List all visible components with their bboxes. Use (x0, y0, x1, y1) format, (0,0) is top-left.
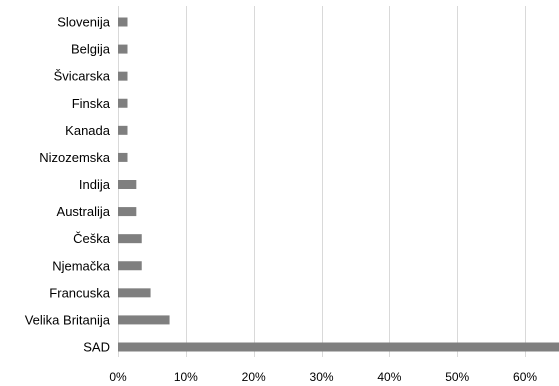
bar-2 (118, 44, 128, 54)
category-labels: Slovenija Belgija Švicarska Finska Kanada Niz… (25, 15, 111, 355)
category-label: Njemačka (52, 258, 111, 273)
category-label: Belgija (71, 42, 111, 57)
category-label: Finska (72, 96, 111, 111)
bar-10 (118, 261, 142, 271)
category-label: Australija (57, 204, 111, 219)
bar-1 (118, 17, 128, 27)
bar-12 (118, 315, 170, 325)
category-label: Češka (73, 231, 111, 246)
bar-6 (118, 152, 128, 162)
category-label: Švicarska (54, 69, 111, 84)
bars (118, 17, 559, 352)
bar-7 (118, 180, 137, 189)
x-tick-label: 10% (174, 370, 198, 384)
category-label: Kanada (65, 123, 111, 138)
x-tick-label: 50% (445, 370, 469, 384)
x-tick-labels: 0% 10% 20% 30% 40% 50% 60% (109, 370, 537, 384)
category-label: Indija (79, 177, 111, 192)
x-tick-label: 0% (109, 370, 127, 384)
category-label: SAD (83, 340, 110, 355)
x-tick-label: 40% (377, 370, 401, 384)
category-label: Francuska (49, 285, 110, 300)
bar-9 (118, 234, 142, 244)
bar-11 (118, 288, 151, 298)
bar-4 (118, 98, 128, 108)
x-tick-label: 20% (242, 370, 266, 384)
bar-8 (118, 207, 137, 217)
category-label: Slovenija (57, 15, 111, 30)
bar-13 (118, 342, 559, 352)
bar-3 (118, 71, 128, 81)
gridlines (118, 6, 526, 357)
category-label: Nizozemska (39, 150, 111, 165)
x-tick-label: 60% (513, 370, 537, 384)
x-tick-label: 30% (310, 370, 334, 384)
bar-5 (118, 125, 128, 135)
category-label: Velika Britanija (25, 312, 111, 327)
